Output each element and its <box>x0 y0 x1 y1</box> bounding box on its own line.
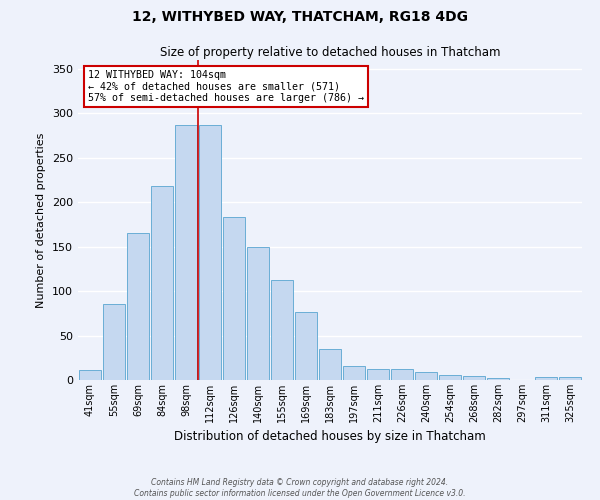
Bar <box>535 378 557 380</box>
Bar <box>247 246 269 380</box>
Bar <box>103 304 125 380</box>
Bar <box>175 125 197 380</box>
Bar <box>439 374 461 380</box>
Bar <box>319 349 341 380</box>
Bar <box>559 378 581 380</box>
Y-axis label: Number of detached properties: Number of detached properties <box>37 132 46 308</box>
Bar <box>151 186 173 380</box>
Title: Size of property relative to detached houses in Thatcham: Size of property relative to detached ho… <box>160 46 500 59</box>
Bar <box>127 234 149 380</box>
Bar <box>271 280 293 380</box>
X-axis label: Distribution of detached houses by size in Thatcham: Distribution of detached houses by size … <box>174 430 486 444</box>
Bar <box>199 125 221 380</box>
Bar <box>343 366 365 380</box>
Bar <box>79 370 101 380</box>
Bar <box>367 370 389 380</box>
Bar <box>463 376 485 380</box>
Bar <box>295 312 317 380</box>
Text: Contains HM Land Registry data © Crown copyright and database right 2024.
Contai: Contains HM Land Registry data © Crown c… <box>134 478 466 498</box>
Bar <box>391 370 413 380</box>
Bar <box>487 378 509 380</box>
Text: 12, WITHYBED WAY, THATCHAM, RG18 4DG: 12, WITHYBED WAY, THATCHAM, RG18 4DG <box>132 10 468 24</box>
Bar <box>415 372 437 380</box>
Bar <box>223 218 245 380</box>
Text: 12 WITHYBED WAY: 104sqm
← 42% of detached houses are smaller (571)
57% of semi-d: 12 WITHYBED WAY: 104sqm ← 42% of detache… <box>88 70 364 103</box>
